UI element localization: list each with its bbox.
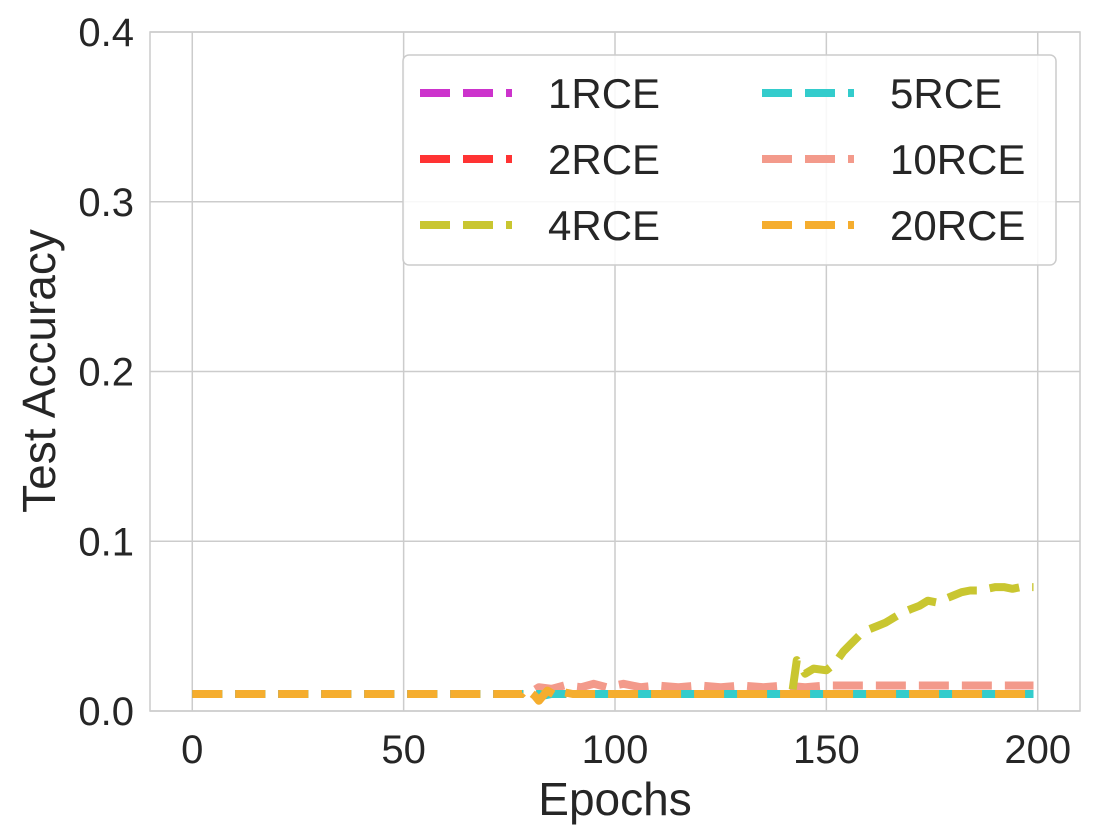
x-tick-label: 150 [793,728,860,772]
legend: 1RCE 2RCE 4RCE 5RCE 10RCE 20RCE [402,54,1057,266]
series-line-20rce [192,684,1034,705]
series-lines [192,583,1034,705]
y-tick-label: 0.3 [78,181,134,225]
x-axis-label: Epochs [538,773,691,825]
legend-label: 10RCE [890,136,1025,183]
legend-label: 4RCE [548,202,660,249]
legend-label: 20RCE [890,202,1025,249]
y-tick-label: 0.2 [78,351,134,395]
legend-box [402,54,1057,266]
legend-label: 1RCE [548,70,660,117]
plot-frame [149,31,1081,712]
x-tick-label: 50 [381,728,426,772]
series-line-4rce [192,583,1034,698]
y-tick-label: 0.1 [78,520,134,564]
x-tick-labels: 0 50 100 150 200 [181,728,1071,772]
x-tick-label: 0 [181,728,203,772]
legend-label: 2RCE [548,136,660,183]
y-tick-label: 0.4 [78,11,134,55]
y-tick-labels: 0.0 0.1 0.2 0.3 0.4 [78,11,134,734]
y-tick-label: 0.0 [78,690,134,734]
x-tick-label: 200 [1004,728,1071,772]
y-axis-label: Test Accuracy [13,229,65,513]
legend-label: 5RCE [890,70,1002,117]
x-tick-label: 100 [582,728,649,772]
